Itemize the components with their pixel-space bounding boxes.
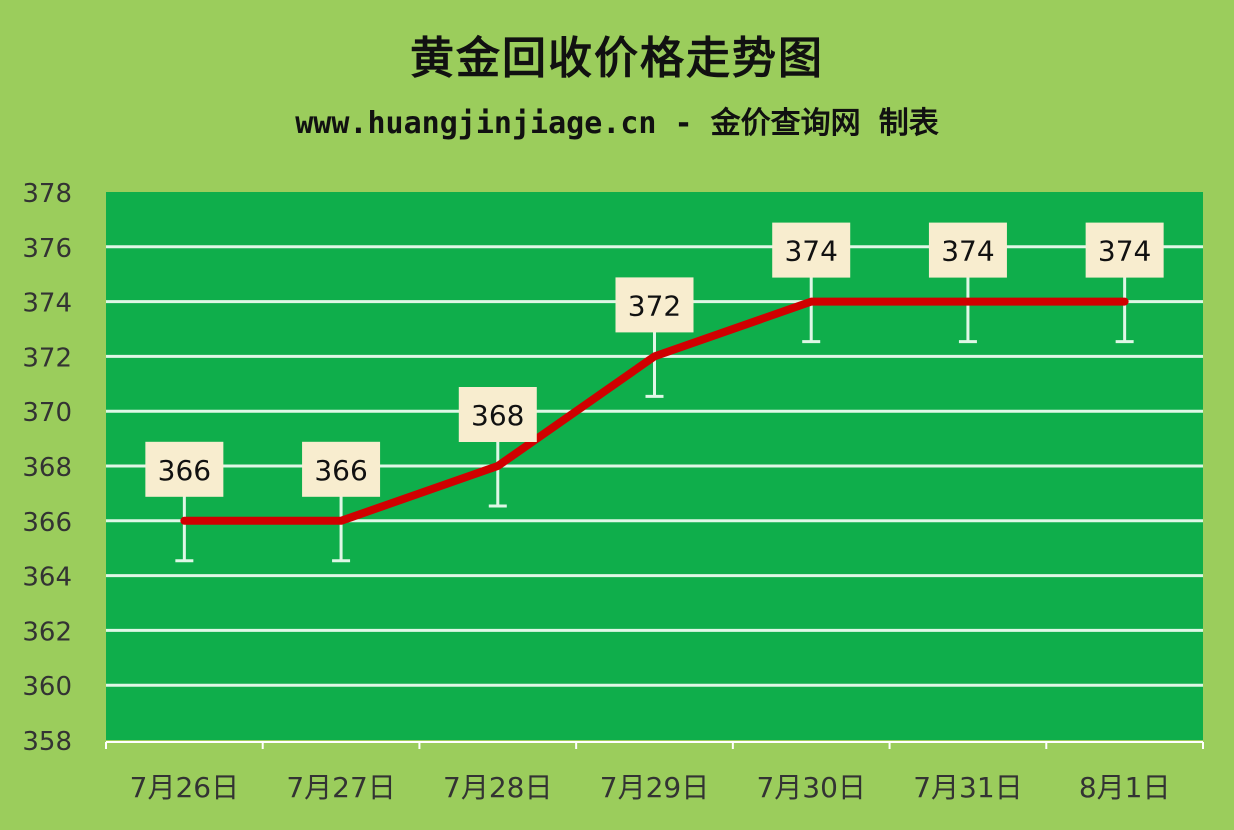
data-label-box [1085,222,1164,278]
y-tick-label: 362 [22,617,72,647]
y-tick-label: 366 [22,508,72,538]
y-tick-label: 374 [22,289,72,319]
y-tick-label: 372 [22,343,72,373]
data-point [966,300,969,303]
y-tick-label: 376 [22,234,72,264]
y-tick-label: 360 [22,672,72,702]
x-tick-label: 7月26日 [130,771,239,804]
data-label: 366 [158,454,211,487]
x-tick-label: 7月29日 [600,771,709,804]
data-label: 374 [784,235,837,268]
chart-subtitle: www.huangjinjiage.cn - 金价查询网 制表 [295,106,939,141]
data-label-box [145,441,224,497]
data-point [340,519,343,522]
x-tick-label: 7月31日 [913,771,1022,804]
data-label: 374 [941,235,994,268]
data-label-box [302,441,381,497]
y-tick-label: 364 [22,563,72,593]
y-tick-label: 378 [22,179,72,209]
data-label-box [458,387,537,442]
data-point [653,355,656,358]
data-label: 366 [314,454,367,487]
x-tick-label: 8月1日 [1079,771,1171,804]
data-label-box [772,222,851,278]
y-tick-label: 358 [22,727,72,757]
chart-title: 黄金回收价格走势图 [410,33,824,84]
data-point [183,519,186,522]
data-label-box [615,277,694,333]
data-label: 372 [628,289,681,322]
y-tick-label: 368 [22,453,72,483]
data-label: 374 [1098,235,1151,268]
data-point [810,300,813,303]
y-tick-label: 370 [22,398,72,428]
data-label-box [928,222,1007,278]
data-point [496,465,499,467]
data-label: 368 [471,399,524,432]
x-tick-label: 7月28日 [443,771,552,804]
x-tick-label: 7月27日 [286,771,395,804]
data-point [1123,300,1126,303]
x-tick-label: 7月30日 [756,771,865,804]
